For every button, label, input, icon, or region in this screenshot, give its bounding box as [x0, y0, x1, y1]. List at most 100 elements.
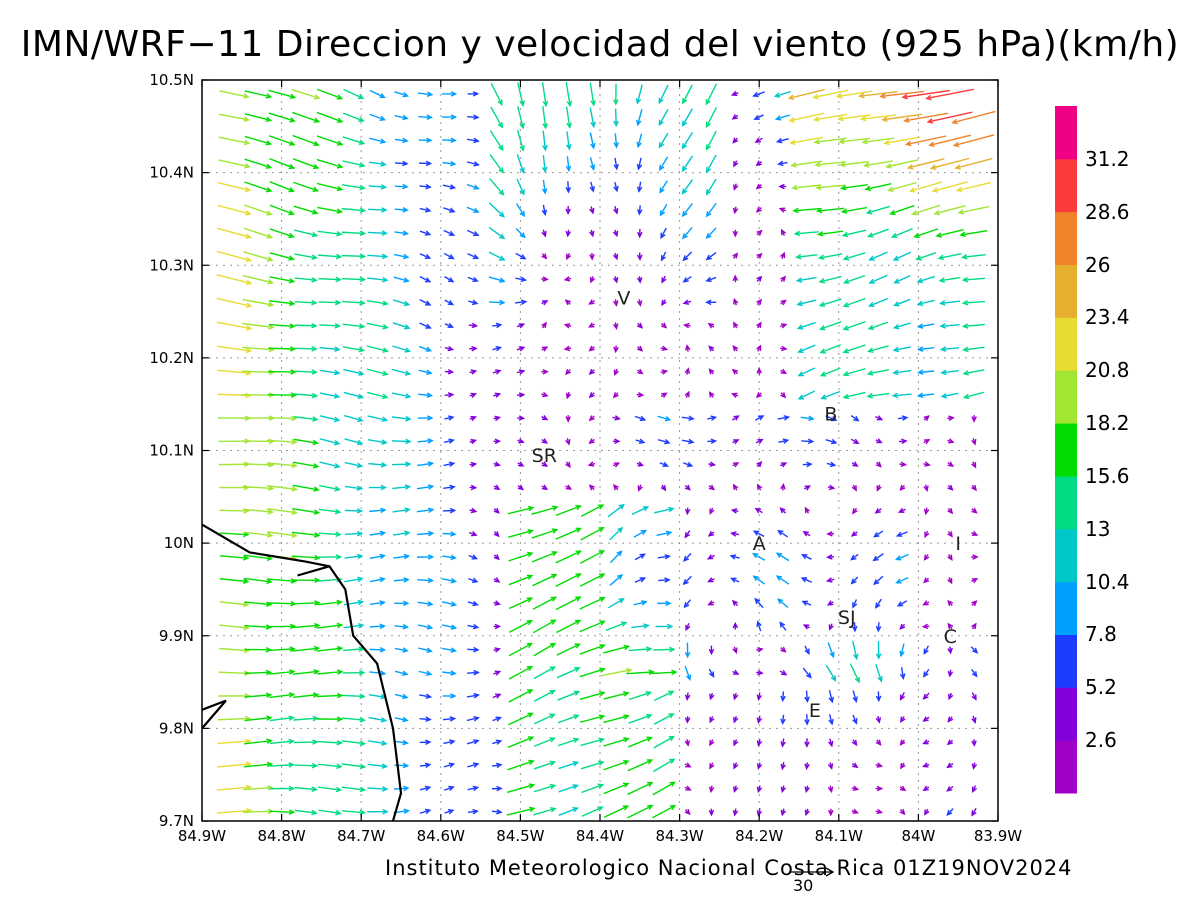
wind-arrow-head — [922, 671, 929, 678]
wind-arrow-head — [266, 233, 274, 239]
wind-arrow-shaft — [514, 300, 526, 304]
wind-arrow-head — [402, 253, 410, 260]
wind-arrow — [730, 508, 739, 514]
wind-arrow — [756, 460, 763, 468]
wind-arrow-shaft — [416, 532, 433, 536]
wind-arrow-head — [928, 141, 935, 147]
wind-arrow-head — [636, 119, 642, 127]
wind-arrow — [244, 135, 273, 146]
wind-arrow — [558, 784, 580, 793]
wind-arrow-head — [669, 646, 676, 653]
wind-arrow-head — [589, 230, 595, 238]
wind-arrow-shaft — [886, 159, 919, 168]
wind-arrow-shaft — [444, 276, 454, 283]
wind-arrow-shaft — [507, 736, 534, 748]
wind-arrow — [947, 599, 954, 607]
wind-arrow — [394, 716, 409, 723]
wind-arrow-head — [542, 100, 549, 108]
wind-arrow-head — [813, 138, 821, 145]
wind-arrow-head — [551, 528, 559, 534]
wind-arrow-shaft — [488, 202, 505, 218]
wind-arrow-shaft — [394, 115, 408, 120]
colorbar-tick-label: 2.6 — [1085, 728, 1117, 753]
wind-arrow — [419, 739, 432, 746]
wind-arrow — [731, 368, 739, 375]
wind-arrow — [291, 600, 321, 606]
wind-arrow — [682, 299, 692, 305]
wind-arrow-shaft — [914, 228, 939, 238]
wind-arrow-shaft — [793, 207, 821, 212]
wind-arrow — [555, 573, 582, 587]
wind-arrow — [443, 461, 456, 467]
wind-arrow-shaft — [443, 486, 455, 489]
wind-arrow — [319, 461, 341, 469]
wind-arrow-shaft — [580, 550, 605, 564]
wind-arrow-head — [877, 676, 883, 683]
wind-arrow — [867, 297, 889, 308]
wind-arrow-head — [618, 598, 625, 604]
wind-arrow-shaft — [268, 602, 296, 605]
wind-arrow-shaft — [754, 598, 764, 609]
wind-arrow — [515, 227, 526, 239]
wind-arrow — [533, 737, 556, 747]
colorbar-tick-label: 13 — [1085, 516, 1111, 541]
wind-arrow — [732, 692, 739, 701]
wind-arrow-head — [359, 786, 367, 793]
wind-arrow-head — [336, 163, 344, 169]
wind-arrow — [778, 183, 787, 190]
wind-arrow-shaft — [843, 297, 866, 307]
wind-arrow-shaft — [242, 810, 273, 813]
wind-arrow — [392, 345, 412, 353]
wind-arrow — [344, 530, 364, 537]
wind-arrow — [971, 578, 979, 584]
wind-arrow — [873, 575, 884, 586]
wind-arrow — [542, 106, 548, 130]
wind-arrow-head — [733, 763, 739, 770]
wind-arrow-shaft — [894, 274, 911, 284]
wind-arrow-head — [729, 554, 737, 560]
wind-arrow — [960, 253, 986, 260]
wind-arrow-head — [447, 300, 455, 306]
wind-arrow — [516, 369, 526, 375]
wind-arrow — [660, 345, 669, 352]
wind-arrow-head — [288, 187, 295, 193]
wind-arrow-head — [541, 300, 549, 306]
wind-arrow-shaft — [626, 671, 654, 675]
wind-arrow-shaft — [217, 717, 250, 721]
wind-arrow — [442, 114, 458, 120]
wind-arrow-shaft — [219, 578, 248, 583]
wind-arrow-shaft — [682, 203, 693, 217]
wind-arrow-head — [289, 346, 297, 352]
wind-arrow — [609, 526, 624, 541]
wind-arrow-head — [291, 415, 298, 422]
wind-arrow-head — [732, 137, 739, 144]
wind-arrow-shaft — [316, 135, 343, 146]
wind-arrow — [469, 438, 478, 445]
wind-arrow — [216, 250, 253, 263]
wind-arrow-head — [496, 785, 503, 792]
wind-arrow-head — [732, 207, 739, 215]
wind-arrow — [341, 253, 367, 260]
wind-arrow-head — [291, 532, 298, 539]
wind-arrow-head — [473, 114, 480, 120]
wind-arrow-shaft — [825, 415, 837, 421]
wind-arrow-head — [572, 737, 580, 743]
wind-arrow — [794, 253, 818, 260]
wind-arrow-head — [334, 508, 342, 515]
wind-arrow-shaft — [241, 346, 274, 351]
wind-arrow-head — [334, 346, 341, 352]
wind-arrow — [653, 713, 675, 725]
wind-arrow-head — [730, 508, 738, 514]
wind-arrow — [316, 111, 344, 123]
wind-arrow — [756, 229, 763, 236]
wind-arrow-head — [815, 184, 822, 191]
wind-arrow-head — [527, 505, 535, 512]
wind-arrow-head — [757, 669, 764, 676]
wind-arrow — [708, 461, 717, 468]
wind-arrow-head — [588, 368, 595, 375]
wind-arrow-head — [336, 140, 344, 146]
wind-arrow — [565, 205, 571, 215]
wind-arrow-head — [518, 323, 526, 329]
wind-arrow — [243, 251, 274, 262]
place-label: E — [809, 700, 821, 722]
